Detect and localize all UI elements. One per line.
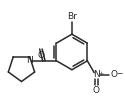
Text: −: − (116, 69, 123, 78)
Text: Br: Br (67, 12, 77, 21)
Text: O: O (37, 51, 44, 60)
Text: O: O (110, 70, 117, 79)
Text: O: O (93, 86, 100, 95)
Text: +: + (98, 71, 103, 76)
Text: N: N (93, 70, 100, 79)
Text: N: N (26, 56, 33, 65)
